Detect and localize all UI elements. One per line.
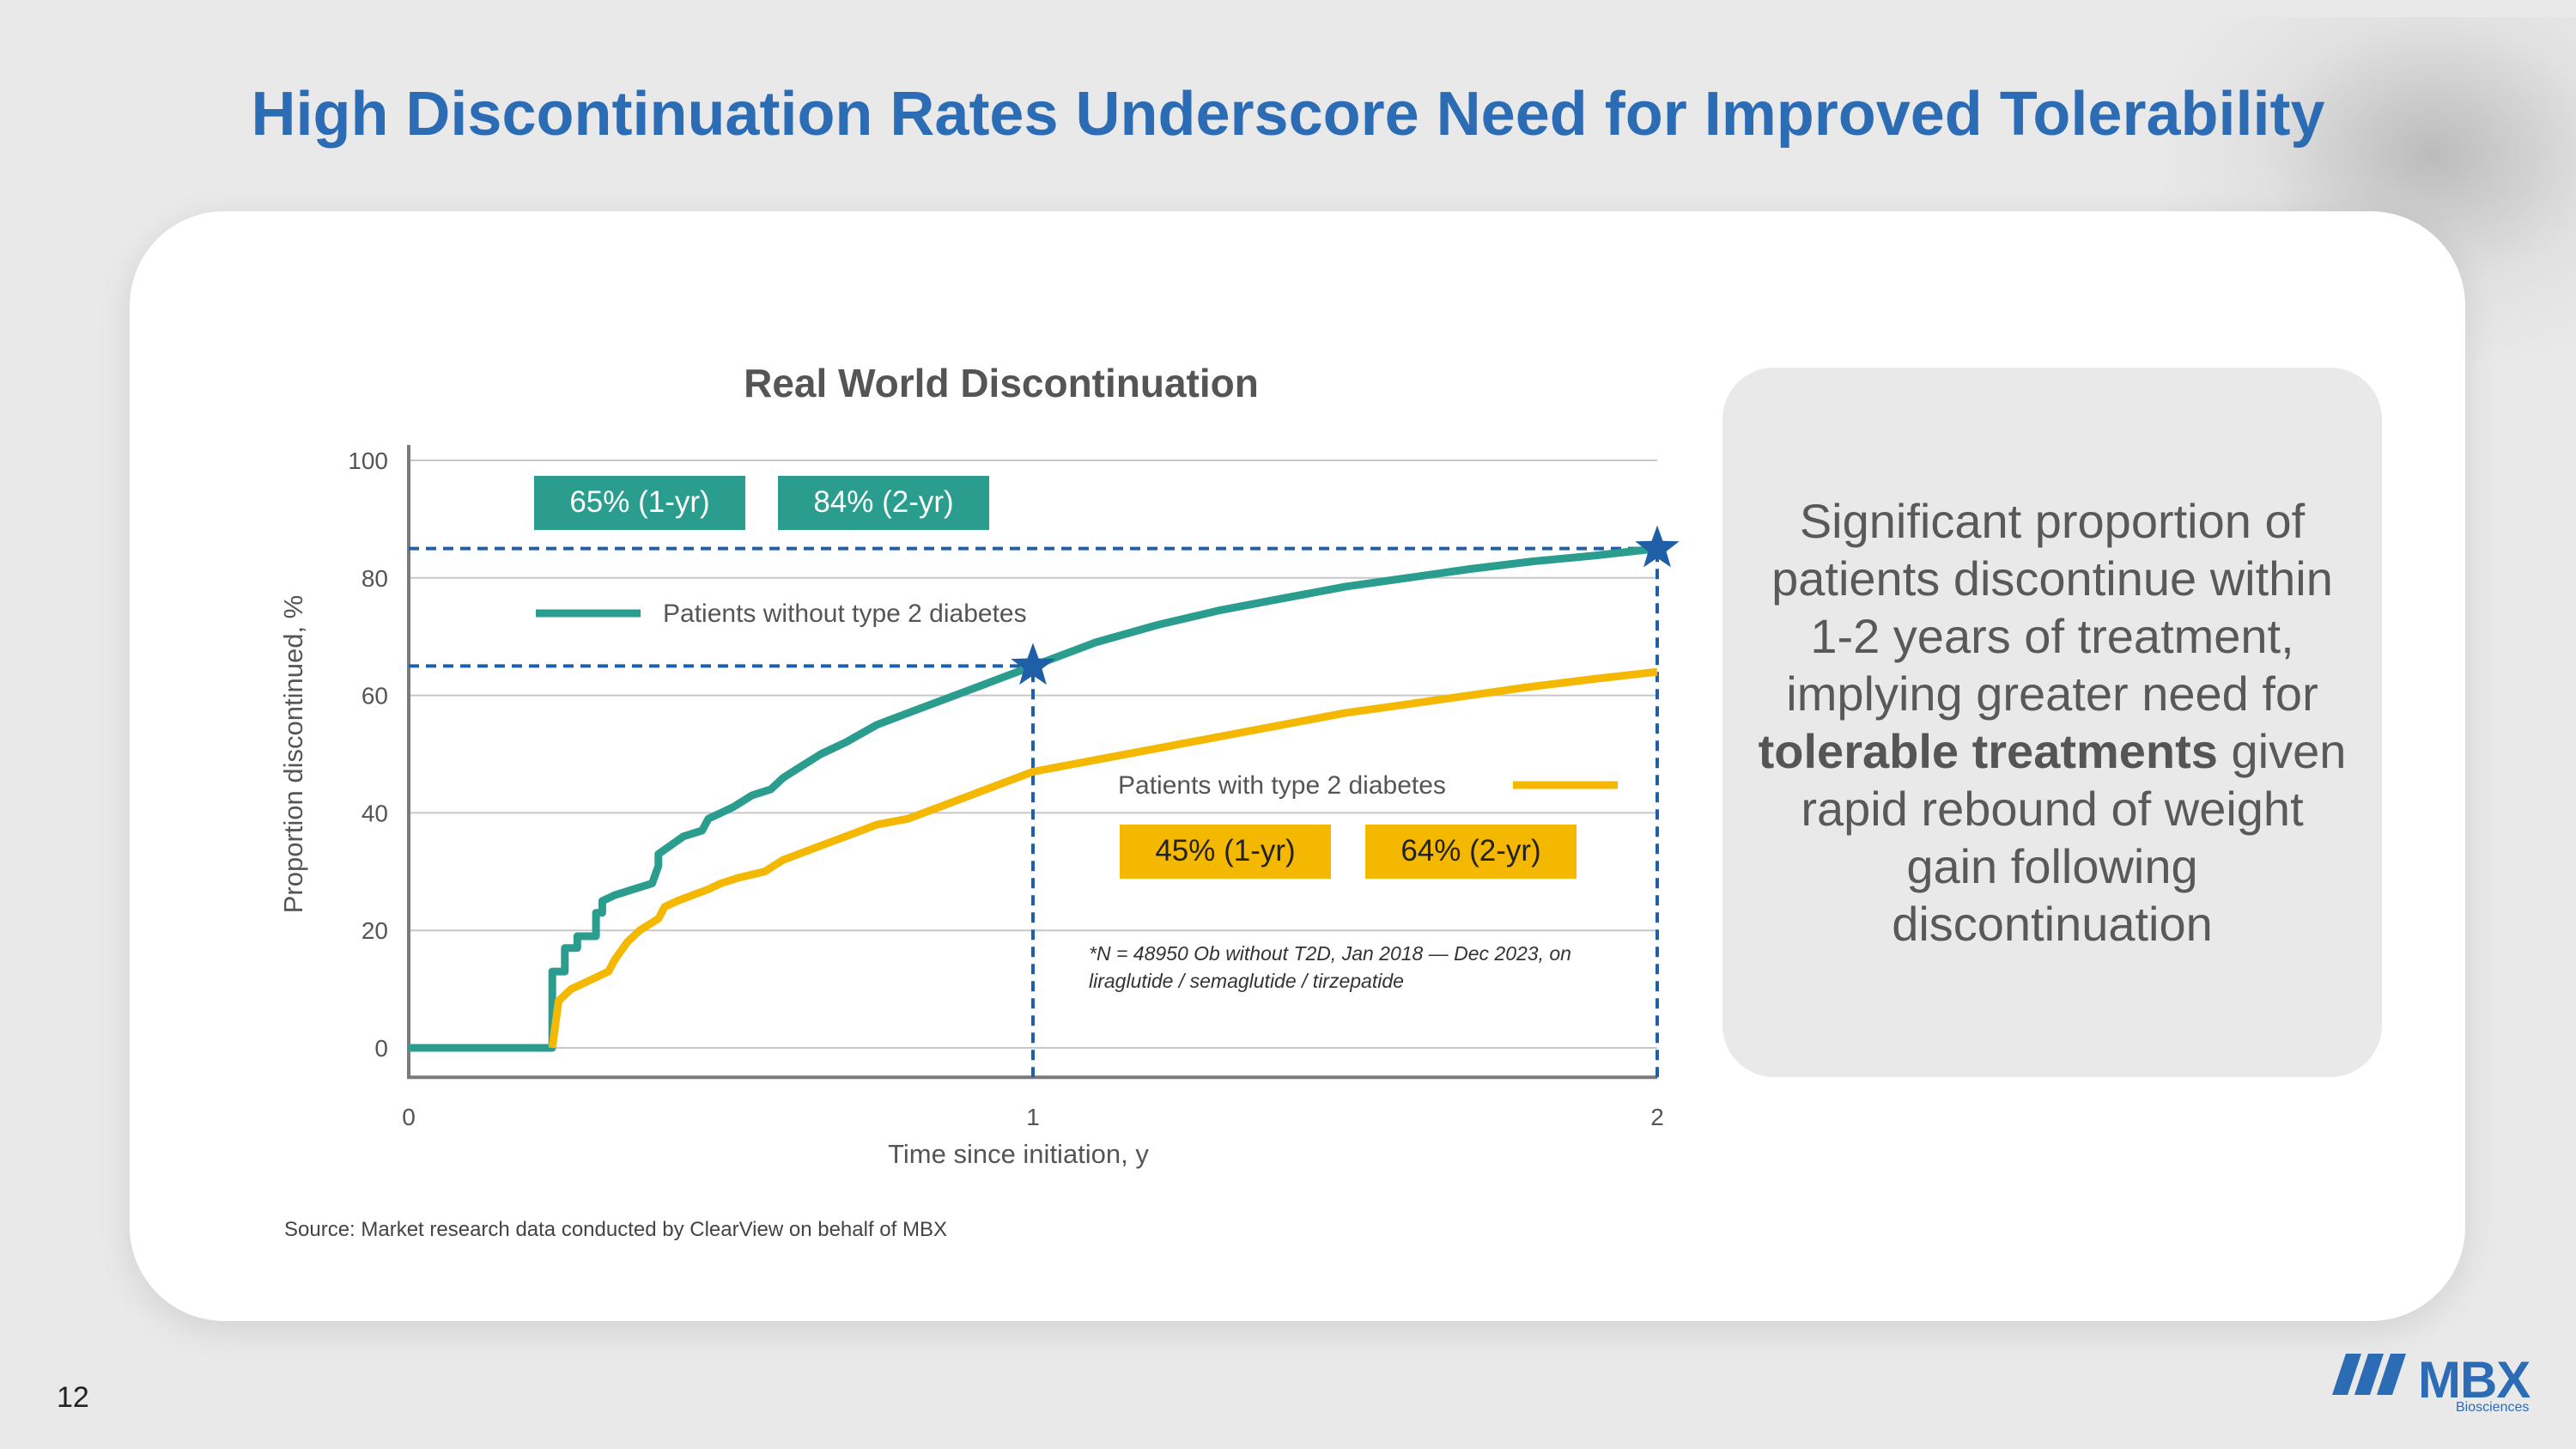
legend-label-with-t2d: Patients with type 2 diabetes [1118,771,1446,800]
x-tick-label: 1 [1026,1104,1040,1130]
badge-label: 64% (2-yr) [1400,834,1540,868]
badge-box [534,476,745,530]
y-tick-label: 40 [361,800,388,826]
mbx-logo-icon [2332,1354,2406,1395]
callout-text-pre: Significant proportion of patients disco… [1771,494,2333,721]
logo-subtitle: Biosciences [2456,1400,2530,1415]
y-tick-label: 0 [374,1035,388,1062]
logo-wordmark: MBX [2418,1351,2530,1409]
legend-label-without-t2d: Patients without type 2 diabetes [663,600,1027,628]
badge-box [778,476,989,530]
y-tick-label: 20 [361,917,388,944]
x-tick-label: 2 [1650,1104,1664,1130]
badge-box [1120,825,1331,879]
chart-footnote: *N = 48950 Ob without T2D, Jan 2018 — De… [1089,942,1571,965]
chart-title: Real World Discontinuation [744,361,1259,405]
slide-title: High Discontinuation Rates Underscore Ne… [251,80,2325,149]
callout-box: Significant proportion of patients disco… [1722,368,2382,1077]
callout-text: Significant proportion of patients disco… [1752,492,2353,953]
badge-label: 84% (2-yr) [813,485,953,519]
y-axis-label: Proportion discontinued, % [278,595,308,914]
star-marker [1011,642,1055,685]
series-line-with-t2d [548,667,1658,1049]
badge-label: 45% (1-yr) [1155,834,1295,868]
source-note: Source: Market research data conducted b… [284,1218,947,1241]
badge-box [1365,825,1577,879]
badge-label: 65% (1-yr) [569,485,709,519]
callout-text-post: given rapid rebound of weight gain follo… [1801,724,2347,951]
y-tick-label: 100 [348,447,388,474]
star-marker [1635,525,1680,568]
y-tick-label: 60 [361,683,388,709]
y-tick-label: 80 [361,565,388,592]
x-tick-label: 0 [402,1104,416,1130]
callout-text-bold: tolerable treatments [1758,724,2218,778]
chart-footnote: liraglutide / semaglutide / tirzepatide [1089,970,1404,992]
series-line-without-t2d [409,545,1658,1052]
page-number: 12 [57,1381,89,1414]
x-axis-label: Time since initiation, y [888,1139,1149,1169]
